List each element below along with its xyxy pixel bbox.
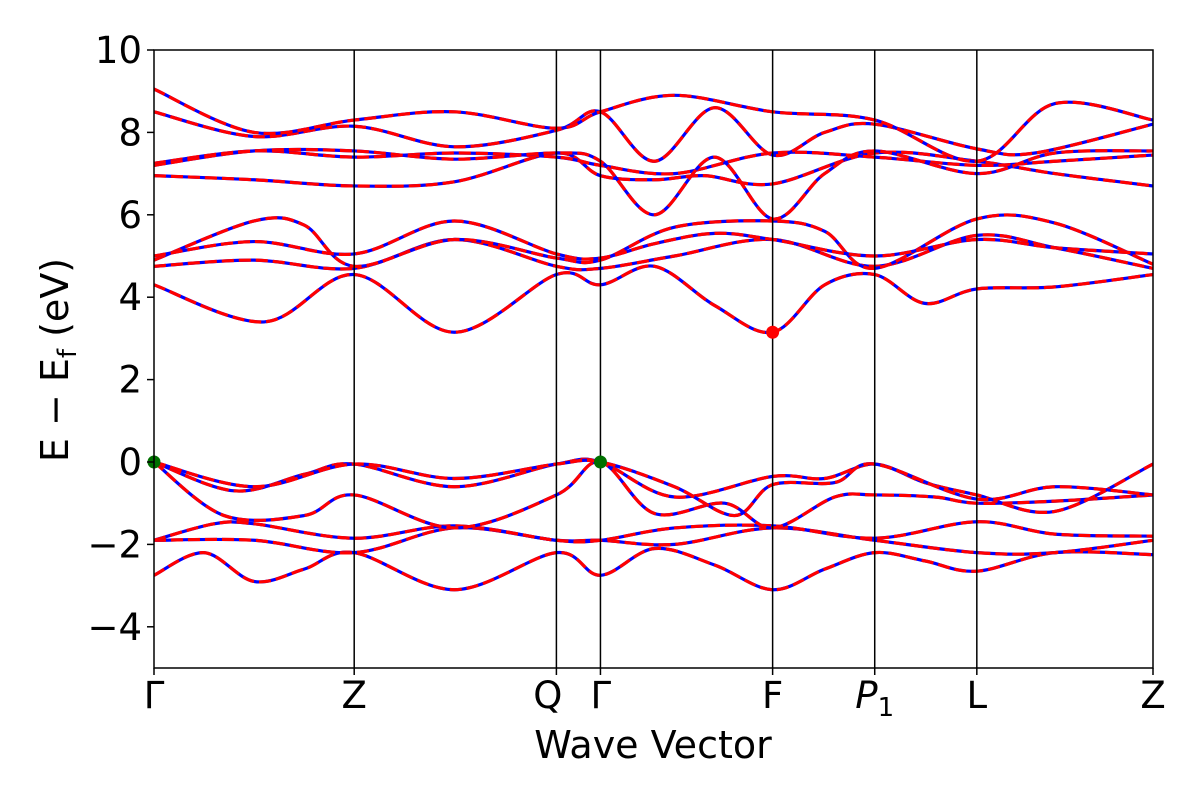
x-axis-label: Wave Vector	[534, 723, 772, 767]
plot-frame	[153, 49, 1154, 669]
y-tick-label: 0	[118, 441, 142, 484]
y-tick-label: −2	[87, 523, 142, 566]
band-interp-line-12	[154, 149, 1153, 176]
band-interp-line-1	[154, 546, 1153, 592]
band-dft-line-6	[154, 458, 1153, 518]
y-tick-label: 4	[118, 276, 142, 319]
y-axis-label: E − Ef (eV)	[33, 258, 83, 462]
cbm-marker-3	[766, 325, 780, 339]
band-interp-line-7	[154, 264, 1153, 335]
y-tick-label: 8	[118, 111, 142, 154]
band-interp-line-6	[154, 458, 1153, 518]
x-tick-label: P1	[855, 674, 894, 723]
y-tick-label: 10	[95, 29, 142, 72]
x-tick-label: Γ	[590, 674, 611, 717]
x-tick-label: Q	[533, 674, 562, 717]
band-interp-line-15	[154, 87, 1153, 163]
band-interp-line-9	[154, 213, 1153, 270]
kpoint-lines	[353, 50, 978, 668]
y-axis-ticks: −4 −2 0 2 4 6 8 10	[87, 29, 154, 649]
y-tick-label: 6	[118, 194, 142, 237]
extrema-markers	[147, 325, 780, 469]
band-interp-line-3	[154, 520, 1153, 544]
x-tick-label: F	[762, 674, 783, 717]
band-interp-line-8	[154, 233, 1153, 272]
band-interp-line-4	[154, 460, 1153, 530]
x-tick-label: L	[967, 674, 988, 717]
band-dft-line-4	[154, 460, 1153, 530]
bands-layer	[154, 87, 1153, 592]
x-tick-label: Z	[1140, 674, 1165, 717]
y-tick-label: −4	[87, 606, 142, 649]
band-dft-line-7	[154, 264, 1153, 335]
x-axis-ticks: Γ Z Q Γ F P1 L Z	[144, 668, 1166, 723]
band-interp-line-13	[154, 147, 1153, 221]
vbm-marker-2	[593, 455, 607, 469]
band-interp-line-5	[154, 457, 1153, 514]
band-interp-line-2	[154, 526, 1153, 556]
y-tick-label: 2	[118, 359, 142, 402]
x-tick-label: Γ	[144, 674, 165, 717]
x-tick-label: Z	[342, 674, 367, 717]
